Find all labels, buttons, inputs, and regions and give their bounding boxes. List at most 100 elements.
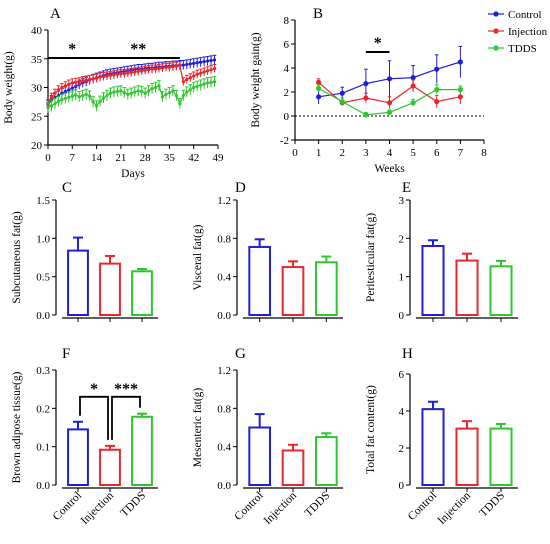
- data-point: [209, 80, 213, 84]
- data-point: [192, 61, 196, 65]
- data-point: [105, 93, 109, 98]
- y-tick-label: 0.8: [217, 233, 231, 245]
- y-axis-label: Brown adipose tissue(g): [11, 371, 23, 483]
- bar-group-control: Control: [232, 413, 271, 523]
- bar-group-injection: Injection: [79, 444, 121, 527]
- data-point: [133, 70, 137, 74]
- y-tick-label: 2: [399, 443, 405, 455]
- data-point: [167, 65, 172, 69]
- y-tick-label: 1: [399, 272, 405, 284]
- y-tick-label: 1.5: [36, 195, 50, 207]
- series-control: [316, 45, 463, 104]
- legend-item-control: Control: [488, 9, 542, 21]
- data-point: [88, 77, 92, 82]
- data-point: [136, 89, 140, 93]
- y-tick-label: 0.4: [217, 272, 231, 284]
- data-point: [434, 99, 440, 105]
- y-tick-label: 0.2: [36, 403, 50, 415]
- data-point: [178, 64, 182, 68]
- legend-swatch-marker: [493, 11, 499, 17]
- legend-swatch-marker: [493, 45, 499, 51]
- data-point: [181, 93, 185, 98]
- data-point: [67, 88, 71, 92]
- bar: [131, 270, 153, 316]
- y-tick-label: -2: [280, 135, 289, 147]
- data-point: [94, 104, 99, 108]
- data-point: [212, 66, 217, 71]
- y-tick-label: 25: [31, 111, 43, 123]
- bar: [99, 262, 121, 316]
- bar-group-tdds: TDDS: [477, 422, 513, 520]
- data-point: [339, 90, 345, 96]
- panel-C: C 0.0 0.5 1.0 1.5 Subcutaneous fat(g): [11, 180, 158, 322]
- bar: [281, 266, 305, 317]
- data-point: [115, 72, 119, 76]
- x-tick-label: 3: [363, 147, 369, 159]
- data-point: [136, 69, 140, 73]
- panel-A: A 20 25 30 35 40 Body weight(g) 0 7 14 21 28 35 42 49 D…: [3, 6, 224, 180]
- data-point: [192, 74, 196, 78]
- x-tick-label: 6: [434, 147, 440, 159]
- significance-marker: **: [130, 41, 146, 58]
- data-point: [202, 70, 206, 74]
- data-point: [49, 104, 54, 108]
- bar: [489, 265, 513, 317]
- bar: [315, 261, 338, 316]
- data-point: [157, 66, 161, 71]
- y-tick-label: 6: [399, 369, 405, 381]
- data-point: [185, 62, 189, 67]
- bar: [455, 259, 479, 317]
- bar: [67, 428, 89, 486]
- significance-marker: *: [90, 381, 98, 398]
- data-point: [195, 72, 199, 76]
- bar-group-control: Control: [406, 400, 445, 523]
- panel-label-H: H: [402, 346, 413, 362]
- y-axis-label: Body weight(g): [3, 51, 15, 124]
- data-point: [122, 72, 126, 76]
- data-point: [77, 80, 81, 84]
- y-tick-label: 0.3: [36, 365, 50, 377]
- data-point: [140, 69, 144, 73]
- data-point: [129, 70, 133, 75]
- data-point: [316, 94, 322, 100]
- data-point: [46, 106, 50, 110]
- y-tick-label: 1.2: [217, 195, 231, 207]
- x-tick-label: 8: [481, 147, 487, 159]
- x-tick-label: 7: [70, 152, 76, 164]
- y-axis-label: Mesenteric fat(g): [192, 388, 204, 468]
- data-point: [316, 85, 322, 91]
- data-point: [98, 75, 102, 79]
- bar: [455, 427, 479, 487]
- x-tick-label: TDDS: [477, 490, 507, 520]
- data-point: [212, 80, 217, 84]
- data-point: [205, 59, 210, 63]
- data-point: [108, 73, 113, 78]
- data-point: [181, 63, 185, 67]
- data-point: [457, 59, 463, 65]
- legend-label: TDDS: [508, 43, 537, 55]
- bar-group-tdds: [315, 255, 338, 322]
- y-axis-label: Body weight gain(g): [250, 32, 262, 127]
- significance-bracket: [111, 395, 141, 440]
- data-point: [153, 85, 158, 90]
- x-tick-label: Injection: [79, 489, 117, 527]
- x-tick-label: 1: [316, 147, 322, 159]
- data-point: [133, 90, 137, 94]
- data-point: [410, 83, 416, 89]
- x-tick-label: 5: [410, 147, 416, 159]
- data-point: [195, 61, 199, 65]
- bar-group-control: [248, 238, 271, 322]
- data-point: [74, 80, 78, 84]
- data-point: [129, 91, 133, 95]
- x-tick-label: TDDS: [303, 490, 333, 520]
- y-tick-label: 8: [284, 15, 290, 27]
- bar-group-injection: [455, 252, 479, 322]
- bar-group-tdds: [131, 268, 153, 322]
- data-point: [339, 99, 345, 105]
- data-point: [160, 66, 165, 70]
- x-tick-label: TDDS: [118, 490, 148, 520]
- data-point: [140, 89, 144, 94]
